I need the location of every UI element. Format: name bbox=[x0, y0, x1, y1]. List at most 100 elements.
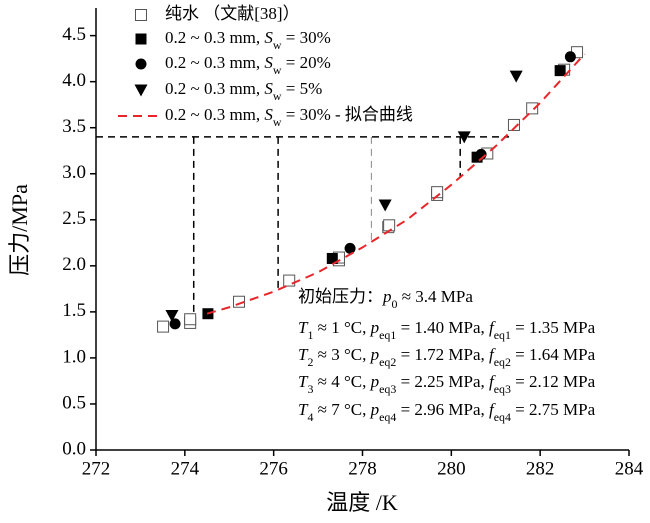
legend-label: 0.2 ~ 0.3 mm, Sw = 5% bbox=[165, 79, 322, 103]
text-part: 纯水 （文献[38]） bbox=[165, 4, 300, 23]
annotation: T2 ≈ 3 °C, peq2 = 1.72 MPa, feq2 = 1.64 … bbox=[298, 345, 596, 369]
marker bbox=[165, 310, 179, 323]
text-part: 3 bbox=[307, 382, 313, 396]
x-tick-label: 274 bbox=[171, 458, 200, 479]
marker bbox=[507, 118, 520, 131]
legend-label: 纯水 （文献[38]） bbox=[165, 4, 300, 23]
y-tick-label: 1.5 bbox=[62, 300, 86, 321]
marker bbox=[509, 70, 523, 83]
legend-label: 0.2 ~ 0.3 mm, Sw = 30% bbox=[165, 28, 331, 52]
text-part: S bbox=[264, 53, 273, 72]
text-part: w bbox=[273, 115, 282, 129]
x-tick-label: 276 bbox=[259, 458, 288, 479]
text-part: p bbox=[370, 318, 380, 337]
annotation: T4 ≈ 7 °C, peq4 = 2.96 MPa, feq4 = 2.75 … bbox=[298, 400, 596, 424]
text-part: 0.2 ~ 0.3 mm, bbox=[165, 105, 264, 124]
annotation: 初始压力：p0 ≈ 3.4 MPa bbox=[298, 287, 473, 311]
x-tick-label: 282 bbox=[526, 458, 555, 479]
text-part: S bbox=[264, 28, 273, 47]
text-part: = 30% - 拟合曲线 bbox=[282, 105, 413, 124]
text-part: 2 bbox=[307, 355, 313, 369]
text-part: 4 bbox=[307, 410, 313, 424]
text-part: = 2.12 MPa bbox=[511, 372, 596, 391]
text-part: eq3 bbox=[379, 382, 396, 396]
text-part: T bbox=[298, 318, 309, 337]
y-tick-label: 0.5 bbox=[62, 392, 86, 413]
text-part: = 30% bbox=[282, 28, 331, 47]
x-tick-label: 280 bbox=[437, 458, 466, 479]
y-axis-label: 压力/MPa bbox=[7, 184, 32, 276]
y-tick-label: 4.5 bbox=[62, 24, 86, 45]
text-part: = 2.96 MPa, bbox=[396, 400, 489, 419]
fit-line bbox=[206, 53, 586, 315]
text-part: eq3 bbox=[494, 382, 511, 396]
text-part: eq2 bbox=[379, 355, 396, 369]
marker bbox=[457, 131, 471, 144]
text-part: T bbox=[298, 345, 309, 364]
y-tick-label: 3.5 bbox=[62, 116, 86, 137]
y-tick-label: 1.0 bbox=[62, 346, 86, 367]
text-part: ≈ 4 °C, bbox=[313, 372, 370, 391]
text-part: = 1.40 MPa, bbox=[396, 318, 489, 337]
marker bbox=[326, 252, 338, 264]
x-tick-label: 278 bbox=[348, 458, 377, 479]
x-tick-label: 284 bbox=[615, 458, 644, 479]
text-part: 0.2 ~ 0.3 mm, bbox=[165, 28, 264, 47]
annotation: T1 ≈ 1 °C, peq1 = 1.40 MPa, feq1 = 1.35 … bbox=[298, 318, 596, 342]
text-part: = 20% bbox=[282, 53, 331, 72]
marker bbox=[526, 102, 539, 115]
annotation: T3 ≈ 4 °C, peq3 = 2.25 MPa, feq3 = 2.12 … bbox=[298, 372, 596, 396]
text-part: ≈ 3.4 MPa bbox=[397, 287, 473, 306]
text-part: p bbox=[370, 400, 380, 419]
text-part: eq4 bbox=[379, 410, 396, 424]
marker bbox=[383, 219, 396, 232]
marker bbox=[184, 313, 197, 326]
text-part: = 1.35 MPa bbox=[511, 318, 596, 337]
marker bbox=[378, 199, 392, 212]
marker bbox=[135, 9, 147, 21]
text-part: = 5% bbox=[282, 79, 323, 98]
marker bbox=[157, 320, 170, 333]
legend-label: 0.2 ~ 0.3 mm, Sw = 30% - 拟合曲线 bbox=[165, 105, 413, 129]
text-part: T bbox=[298, 400, 309, 419]
y-tick-label: 0.0 bbox=[62, 438, 86, 459]
text-part: T bbox=[298, 372, 309, 391]
text-part: w bbox=[273, 89, 282, 103]
text-part: eq1 bbox=[494, 328, 511, 342]
text-part: 0 bbox=[392, 297, 398, 311]
y-tick-label: 3.0 bbox=[62, 162, 86, 183]
text-part: = 1.72 MPa, bbox=[396, 345, 489, 364]
text-part: f bbox=[489, 372, 496, 391]
text-part: = 2.75 MPa bbox=[511, 400, 596, 419]
text-part: S bbox=[264, 105, 273, 124]
marker bbox=[135, 58, 147, 70]
text-part: 1 bbox=[307, 328, 313, 342]
text-part: w bbox=[273, 38, 282, 52]
text-part: 初始压力： bbox=[298, 287, 383, 306]
marker bbox=[283, 274, 296, 287]
text-part: S bbox=[264, 79, 273, 98]
marker bbox=[135, 33, 147, 45]
text-part: f bbox=[489, 400, 496, 419]
text-part: eq1 bbox=[379, 328, 396, 342]
text-part: ≈ 3 °C, bbox=[313, 345, 370, 364]
y-tick-label: 2.0 bbox=[62, 254, 86, 275]
x-tick-label: 272 bbox=[82, 458, 111, 479]
marker bbox=[431, 186, 444, 199]
text-part: p bbox=[370, 345, 380, 364]
text-part: w bbox=[273, 63, 282, 77]
text-part: 0.2 ~ 0.3 mm, bbox=[165, 79, 264, 98]
marker bbox=[554, 65, 566, 77]
x-axis-label: 温度 /K bbox=[326, 490, 398, 515]
text-part: eq2 bbox=[494, 355, 511, 369]
text-part: = 2.25 MPa, bbox=[396, 372, 489, 391]
y-tick-label: 4.0 bbox=[62, 70, 86, 91]
legend-label: 0.2 ~ 0.3 mm, Sw = 20% bbox=[165, 53, 331, 77]
text-part: f bbox=[489, 345, 496, 364]
text-part: f bbox=[489, 318, 496, 337]
marker bbox=[134, 84, 148, 97]
text-part: p bbox=[370, 372, 380, 391]
text-part: ≈ 1 °C, bbox=[313, 318, 370, 337]
text-part: p bbox=[382, 287, 392, 306]
